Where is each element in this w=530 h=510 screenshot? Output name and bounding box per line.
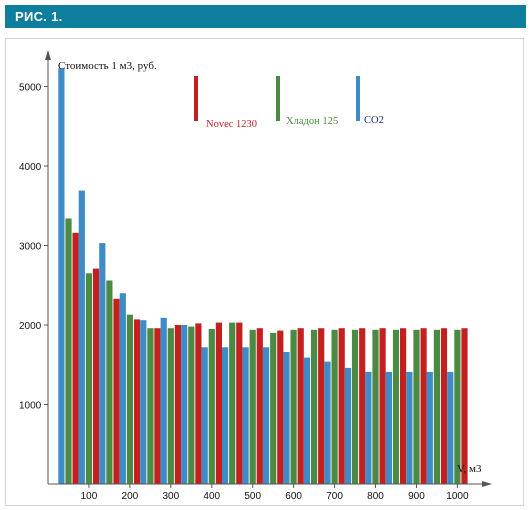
- bar-novec-650: [318, 328, 325, 484]
- y-axis-label: Стоимость 1 м3, руб.: [58, 60, 157, 72]
- legend-label-novec: Novec 1230: [206, 119, 257, 130]
- bar-co2-350: [181, 325, 188, 484]
- legend-swatch-hladon: [276, 76, 280, 121]
- bar-novec-500: [256, 328, 263, 484]
- y-tick-label: 3000: [19, 242, 42, 253]
- legend-label-co2: CO2: [364, 115, 384, 126]
- bar-co2-550: [263, 347, 270, 484]
- bar-hladon-200: [126, 314, 133, 484]
- bar-novec-900: [420, 328, 427, 484]
- bar-hladon-600: [290, 329, 297, 484]
- legend-swatch-co2: [356, 76, 360, 121]
- bar-co2-650: [303, 357, 311, 484]
- bar-hladon-950: [433, 329, 440, 484]
- bar-hladon-550: [270, 332, 277, 484]
- bar-novec-550: [277, 330, 284, 484]
- bar-novec-100: [92, 268, 100, 484]
- x-tick-label: 300: [162, 491, 179, 502]
- bar-hladon-900: [413, 329, 420, 484]
- bar-hladon-650: [311, 329, 318, 484]
- bar-co2-100: [78, 190, 85, 484]
- legend-label-hladon: Хладон 125: [286, 116, 338, 127]
- x-tick-label: 700: [326, 491, 343, 502]
- bar-hladon-700: [331, 329, 338, 484]
- bar-co2-150: [99, 243, 106, 484]
- x-tick-label: 600: [285, 491, 302, 502]
- legend: Novec 1230 Хладон 125 CO2: [194, 76, 384, 130]
- bar-novec-600: [297, 328, 304, 484]
- bar-novec-50: [72, 232, 79, 484]
- bar-co2-200: [119, 293, 126, 484]
- bar-novec-1000: [461, 328, 468, 484]
- bar-co2-300: [160, 317, 167, 484]
- y-tick-label: 4000: [19, 162, 42, 173]
- y-tick-label: 2000: [19, 321, 42, 332]
- x-ticks-group: 100 200 300 400 500 600 700 800 900 1000: [81, 484, 469, 502]
- bar-novec-700: [338, 328, 345, 484]
- y-tick-label: 5000: [19, 83, 42, 94]
- y-tick-label: 1000: [19, 401, 42, 412]
- bar-novec-300: [174, 325, 181, 484]
- bar-co2-950: [426, 371, 433, 484]
- bar-co2-50: [58, 68, 65, 484]
- bar-novec-150: [113, 298, 120, 484]
- x-tick-label: 900: [408, 491, 425, 502]
- x-tick-label: 200: [122, 491, 139, 502]
- x-axis-label: V, м3: [457, 463, 482, 475]
- bar-novec-450: [236, 322, 243, 484]
- bar-hladon-850: [392, 329, 400, 484]
- bar-co2-400: [201, 347, 208, 484]
- x-tick-label: 1000: [446, 491, 469, 502]
- y-axis-arrow-icon: [45, 50, 51, 60]
- figure-header-bar: РИС. 1.: [5, 5, 526, 28]
- bar-co2-1000: [447, 371, 454, 484]
- bar-hladon-400: [208, 329, 215, 484]
- x-tick-label: 500: [244, 491, 261, 502]
- x-axis-arrow-icon: [482, 481, 492, 487]
- bar-novec-200: [133, 319, 141, 484]
- bar-co2-750: [344, 367, 352, 484]
- bar-hladon-500: [249, 329, 256, 484]
- y-ticks-group: 1000 2000 3000 4000 5000: [19, 83, 48, 412]
- bar-hladon-250: [147, 328, 154, 484]
- bar-hladon-50: [65, 218, 72, 484]
- bar-novec-400: [215, 322, 222, 484]
- bar-hladon-800: [372, 329, 379, 484]
- bar-hladon-350: [188, 326, 195, 484]
- bar-co2-450: [222, 347, 229, 484]
- bar-novec-850: [400, 328, 407, 484]
- legend-swatch-novec: [194, 76, 198, 121]
- bar-co2-800: [365, 371, 372, 484]
- bar-co2-700: [324, 361, 331, 484]
- bars-group: [58, 68, 468, 484]
- bar-co2-500: [242, 347, 249, 484]
- bar-hladon-100: [85, 273, 92, 484]
- bar-novec-350: [195, 323, 202, 484]
- bar-co2-850: [385, 371, 392, 484]
- bar-hladon-1000: [454, 329, 461, 484]
- bar-novec-800: [379, 328, 386, 484]
- bar-novec-250: [154, 328, 161, 484]
- x-tick-label: 400: [203, 491, 220, 502]
- bar-hladon-150: [106, 280, 113, 484]
- bar-co2-250: [140, 320, 147, 484]
- bar-hladon-300: [167, 328, 174, 484]
- figure-title: РИС. 1.: [15, 9, 63, 24]
- bar-novec-950: [440, 328, 448, 484]
- x-tick-label: 800: [367, 491, 384, 502]
- x-tick-label: 100: [81, 491, 98, 502]
- bar-co2-600: [283, 352, 290, 484]
- bar-hladon-750: [351, 329, 359, 484]
- bar-novec-750: [359, 328, 366, 484]
- bar-hladon-450: [229, 322, 236, 484]
- bar-co2-900: [406, 371, 413, 484]
